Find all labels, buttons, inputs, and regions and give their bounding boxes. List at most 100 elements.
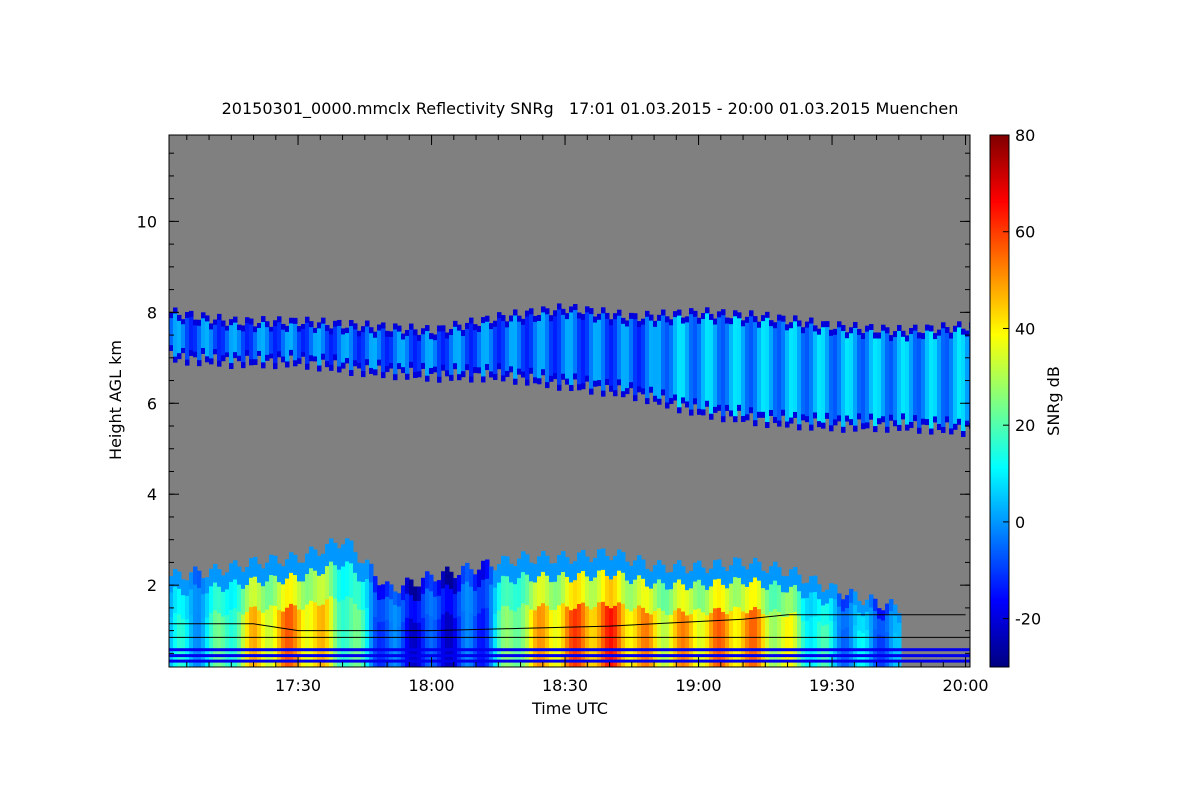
colorbar: -20 0 20 40 60 80 SNRg dB — [989, 126, 1063, 668]
y-axis-label: Height AGL km — [106, 340, 125, 460]
upper-cloud-core — [449, 334, 454, 375]
chart-title: 20150301_0000.mmclx Reflectivity SNRg 17… — [222, 99, 959, 119]
upper-cloud-core — [393, 329, 398, 375]
lower-cloud-core — [829, 620, 834, 667]
upper-cloud-core — [497, 318, 502, 364]
upper-cloud-core — [189, 316, 194, 350]
lower-cloud-core — [621, 603, 626, 667]
lower-cloud-core — [173, 613, 178, 667]
upper-cloud-core — [453, 326, 458, 364]
upper-cloud-core — [629, 318, 634, 383]
lower-cloud-core — [537, 606, 542, 667]
upper-cloud-core — [789, 328, 794, 418]
lower-cloud-core — [625, 609, 630, 667]
lower-cloud-core — [561, 603, 566, 667]
lower-cloud-core — [845, 627, 850, 667]
upper-cloud-core — [321, 323, 326, 354]
upper-cloud-core — [325, 331, 330, 362]
lower-cloud-core — [413, 622, 418, 667]
upper-cloud-core — [881, 330, 886, 417]
upper-cloud-core — [601, 313, 606, 391]
lower-cloud-core — [457, 616, 462, 667]
lower-cloud-core — [409, 618, 414, 667]
lower-cloud-core — [805, 620, 810, 667]
lower-cloud-core — [309, 600, 314, 667]
lower-cloud-core — [417, 622, 422, 667]
lower-cloud-core — [681, 611, 686, 667]
upper-cloud-core — [297, 331, 302, 359]
x-tick-label: 19:30 — [809, 676, 855, 695]
lower-cloud-core — [773, 609, 778, 667]
upper-cloud-core — [397, 331, 402, 364]
upper-cloud-core — [261, 322, 266, 363]
upper-cloud-core — [405, 335, 410, 374]
upper-cloud-core — [721, 315, 726, 417]
upper-cloud-core — [849, 333, 854, 420]
lower-cloud-core — [685, 615, 690, 667]
lower-cloud-core — [617, 602, 622, 667]
upper-cloud-core — [925, 330, 930, 420]
lower-cloud-core — [281, 611, 286, 667]
lower-cloud-core — [301, 609, 306, 667]
upper-cloud-core — [861, 339, 866, 424]
upper-cloud-core — [221, 326, 226, 356]
lower-cloud-core — [881, 635, 886, 667]
upper-cloud-core — [757, 327, 762, 412]
lower-cloud-core — [781, 616, 786, 667]
upper-cloud-core — [649, 320, 654, 387]
lower-cloud-core — [393, 625, 398, 667]
upper-cloud-core — [781, 321, 786, 410]
colorbar-tick-label: 0 — [1015, 513, 1025, 532]
lower-cloud-core — [497, 610, 502, 667]
upper-cloud-core — [569, 312, 574, 385]
lower-cloud-core — [821, 625, 826, 667]
lower-cloud-core — [577, 604, 582, 667]
lower-cloud-core — [433, 619, 438, 667]
lower-cloud-core — [645, 613, 650, 667]
lower-cloud-core — [265, 609, 270, 667]
upper-cloud-core — [809, 323, 814, 425]
upper-cloud-core — [681, 323, 686, 398]
lower-cloud-core — [705, 615, 710, 667]
upper-cloud-core — [821, 327, 826, 423]
x-axis-ticks: 17:30 18:00 18:30 19:00 19:30 20:00 — [186, 135, 989, 695]
upper-cloud-core — [829, 335, 834, 426]
upper-cloud-core — [197, 325, 202, 361]
lower-cloud-core — [389, 621, 394, 667]
upper-cloud-core — [281, 329, 286, 357]
lower-cloud-core — [289, 603, 294, 667]
upper-cloud-core — [745, 322, 750, 415]
lower-cloud-core — [361, 609, 366, 667]
lower-cloud-core — [401, 622, 406, 667]
lower-cloud-core — [329, 596, 334, 667]
upper-cloud-core — [825, 327, 830, 413]
upper-cloud-core — [425, 331, 430, 376]
lower-cloud-core — [597, 602, 602, 667]
lower-cloud-core — [589, 609, 594, 667]
plot-frame — [168, 134, 971, 668]
lower-cloud-core — [325, 599, 330, 667]
upper-cloud-core — [441, 331, 446, 365]
upper-cloud-core — [813, 331, 818, 413]
upper-cloud-core — [317, 328, 322, 366]
lower-cloud-core — [701, 612, 706, 667]
lower-cloud-core — [185, 619, 190, 667]
colorbar-tick-label: 20 — [1015, 416, 1035, 435]
upper-cloud-core — [793, 321, 798, 412]
upper-cloud-core — [961, 334, 966, 432]
upper-cloud-core — [817, 334, 822, 422]
upper-cloud-core — [689, 314, 694, 410]
upper-cloud-core — [641, 324, 646, 389]
upper-cloud-core — [329, 334, 334, 365]
upper-cloud-core — [289, 323, 294, 350]
upper-cloud-core — [269, 331, 274, 354]
upper-cloud-core — [589, 314, 594, 389]
upper-cloud-core — [277, 322, 282, 352]
lower-cloud-core — [377, 622, 382, 667]
lower-cloud-core — [553, 609, 558, 667]
lower-cloud-core — [381, 621, 386, 667]
upper-cloud-core — [661, 315, 666, 390]
lower-cloud-core — [853, 625, 858, 667]
lower-cloud-core — [217, 613, 222, 667]
lower-cloud-core — [197, 614, 202, 667]
